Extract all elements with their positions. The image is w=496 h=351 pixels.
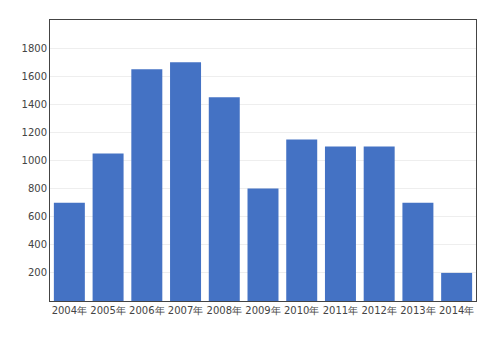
- svg-text:1000: 1000: [22, 155, 47, 166]
- svg-text:2009年: 2009年: [245, 305, 280, 316]
- svg-text:2004年: 2004年: [52, 305, 87, 316]
- svg-text:200: 200: [28, 267, 47, 278]
- svg-text:2011年: 2011年: [323, 305, 358, 316]
- svg-text:1800: 1800: [22, 43, 47, 54]
- svg-text:2010年: 2010年: [284, 305, 319, 316]
- svg-text:600: 600: [28, 211, 47, 222]
- svg-text:2013年: 2013年: [400, 305, 435, 316]
- svg-text:2008年: 2008年: [207, 305, 242, 316]
- svg-text:2005年: 2005年: [90, 305, 125, 316]
- svg-text:400: 400: [28, 239, 47, 250]
- svg-text:2014年: 2014年: [439, 305, 474, 316]
- svg-text:2006年: 2006年: [129, 305, 164, 316]
- svg-text:800: 800: [28, 183, 47, 194]
- svg-text:1400: 1400: [22, 99, 47, 110]
- svg-text:1200: 1200: [22, 127, 47, 138]
- svg-text:2012年: 2012年: [361, 305, 396, 316]
- svg-text:2007年: 2007年: [168, 305, 203, 316]
- svg-text:1600: 1600: [22, 71, 47, 82]
